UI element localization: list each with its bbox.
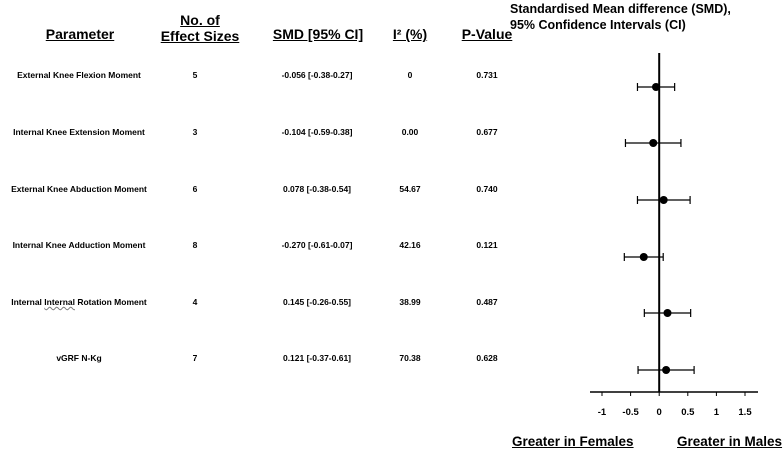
x-tick-label-1: -0.5	[622, 407, 639, 418]
header-i2: I² (%)	[392, 26, 428, 42]
row-5-i2: 38.99	[399, 297, 421, 307]
smd-point-6	[662, 366, 671, 374]
row-3-i2: 54.67	[399, 184, 421, 194]
x-tick-label-4: 1	[714, 407, 720, 418]
row-5-parameter-part-a: Internal	[11, 297, 45, 307]
label-greater-in-females: Greater in Females	[512, 434, 634, 449]
row-4-effect-sizes: 8	[192, 240, 198, 250]
row-5-smd: 0.145 [-0.26-0.55]	[282, 297, 352, 307]
row-5-pvalue: 0.487	[476, 297, 498, 307]
header-pvalue: P-Value	[461, 26, 513, 42]
row-2-smd: -0.104 [-0.59-0.38]	[281, 127, 353, 137]
row-4-smd: -0.270 [-0.61-0.07]	[281, 240, 353, 250]
row-2-pvalue: 0.677	[476, 127, 498, 137]
row-6-i2: 70.38	[399, 353, 421, 363]
plot-title-line1: Standardised Mean difference (SMD),	[510, 2, 731, 16]
row-6-smd: 0.121 [-0.37-0.61]	[282, 353, 352, 363]
row-4-pvalue: 0.121	[476, 240, 498, 250]
row-4-parameter: Internal Knee Adduction Moment	[12, 240, 146, 250]
row-1-i2: 0	[407, 70, 413, 80]
label-greater-in-males: Greater in Males	[677, 434, 783, 449]
header-effect-sizes: No. of Effect Sizes	[150, 12, 250, 44]
smd-point-5	[663, 309, 672, 317]
plot-title: Standardised Mean difference (SMD), 95% …	[510, 1, 731, 33]
row-5-parameter-part-b: Internal	[44, 297, 75, 307]
row-6-parameter: vGRF N-Kg	[56, 353, 102, 363]
row-3-smd: 0.078 [-0.38-0.54]	[282, 184, 352, 194]
smd-point-1	[651, 83, 660, 91]
row-5-parameter: Internal Internal Rotation Moment	[0, 297, 158, 307]
smd-point-3	[659, 196, 668, 204]
row-1-parameter: External Knee Flexion Moment	[17, 70, 141, 80]
smd-point-4	[639, 253, 648, 261]
smd-point-2	[649, 139, 658, 147]
plot-title-line2: 95% Confidence Intervals (CI)	[510, 18, 686, 32]
row-2-effect-sizes: 3	[192, 127, 198, 137]
x-tick-label-5: 1.5	[738, 407, 752, 418]
row-5-effect-sizes: 4	[192, 297, 198, 307]
x-tick-label-3: 0.5	[681, 407, 695, 418]
row-3-pvalue: 0.740	[476, 184, 498, 194]
row-3-effect-sizes: 6	[192, 184, 198, 194]
header-parameter: Parameter	[45, 26, 115, 42]
row-1-smd: -0.056 [-0.38-0.27]	[281, 70, 353, 80]
row-2-i2: 0.00	[401, 127, 419, 137]
row-3-parameter: External Knee Abduction Moment	[11, 184, 147, 194]
row-1-effect-sizes: 5	[192, 70, 198, 80]
header-effect-sizes-line2: Effect Sizes	[160, 28, 240, 44]
row-1-pvalue: 0.731	[476, 70, 498, 80]
x-tick-label-0: -1	[598, 407, 607, 418]
header-smd: SMD [95% CI]	[272, 26, 364, 42]
row-6-effect-sizes: 7	[192, 353, 198, 363]
row-2-parameter: Internal Knee Extension Moment	[13, 127, 145, 137]
x-tick-label-2: 0	[657, 407, 662, 418]
row-6-pvalue: 0.628	[476, 353, 498, 363]
row-5-parameter-part-c: Rotation Moment	[74, 297, 147, 307]
header-effect-sizes-line1: No. of	[180, 12, 220, 28]
row-4-i2: 42.16	[399, 240, 421, 250]
